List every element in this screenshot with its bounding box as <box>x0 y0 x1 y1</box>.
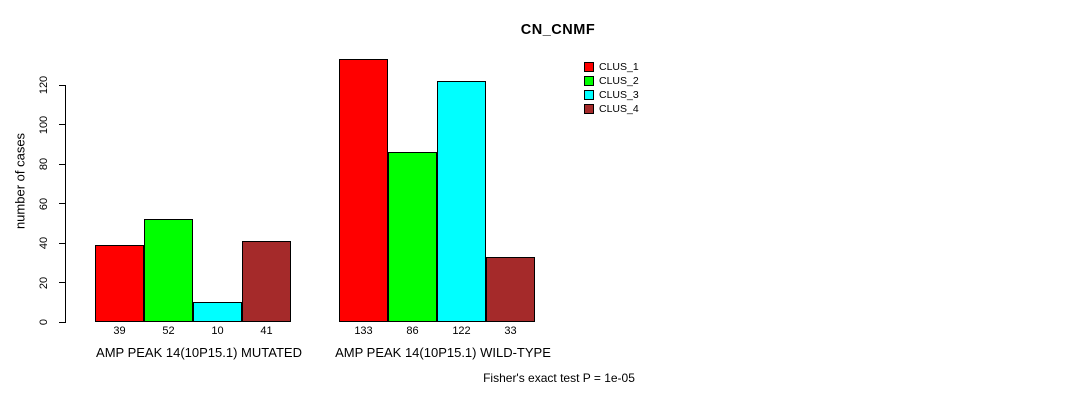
y-tick-mark <box>59 242 65 244</box>
bar-value-label: 39 <box>113 325 126 337</box>
bar-value-label: 41 <box>260 325 273 337</box>
legend-swatch <box>584 90 594 100</box>
chart-title: CN_CNMF <box>520 22 596 38</box>
bar-clus_4 <box>242 241 291 322</box>
legend-swatch <box>584 62 594 72</box>
footnote: Fisher's exact test P = 1e-05 <box>483 371 635 385</box>
bar-value-label: 86 <box>406 325 419 337</box>
bar-clus_3 <box>437 81 486 322</box>
y-tick-mark <box>59 203 65 204</box>
y-tick-mark <box>59 84 65 86</box>
bar-clus_4 <box>486 256 535 322</box>
group-label: AMP PEAK 14(10P15.1) WILD-TYPE <box>335 345 551 360</box>
bar-clus_2 <box>144 219 193 322</box>
y-tick-label: 60 <box>38 197 50 210</box>
bar-clus_1 <box>339 59 388 322</box>
bar-clus_2 <box>388 152 437 322</box>
bar-value-label: 33 <box>504 325 517 337</box>
legend-label: CLUS_1 <box>599 61 639 73</box>
bar-value-label: 52 <box>162 325 175 337</box>
y-tick-label: 20 <box>38 276 50 289</box>
y-axis-title: number of cases <box>12 132 28 230</box>
legend-swatch <box>584 104 594 114</box>
y-tick-label: 120 <box>38 75 50 95</box>
y-tick-label: 0 <box>38 318 50 326</box>
y-tick-mark <box>59 321 65 323</box>
y-tick-label: 80 <box>38 157 50 171</box>
legend-label: CLUS_2 <box>599 75 639 87</box>
legend-item: CLUS_3 <box>584 89 639 101</box>
bar-clus_3 <box>193 302 242 322</box>
legend-item: CLUS_1 <box>584 61 639 73</box>
y-tick-mark <box>59 124 65 125</box>
bar-clus_1 <box>95 244 144 322</box>
bar-value-label: 122 <box>452 325 471 337</box>
legend-label: CLUS_4 <box>599 103 639 115</box>
group-label: AMP PEAK 14(10P15.1) MUTATED <box>96 345 302 360</box>
y-tick-mark <box>59 163 65 165</box>
legend-swatch <box>584 76 594 86</box>
legend-label: CLUS_3 <box>599 89 639 101</box>
y-tick-label: 100 <box>38 115 50 134</box>
bar-value-label: 10 <box>211 325 224 337</box>
y-axis-line <box>65 85 66 323</box>
y-tick-mark <box>59 282 65 283</box>
bar-value-label: 133 <box>354 325 373 337</box>
legend-item: CLUS_4 <box>584 103 639 115</box>
y-tick-label: 40 <box>38 236 50 250</box>
legend-item: CLUS_2 <box>584 75 639 87</box>
